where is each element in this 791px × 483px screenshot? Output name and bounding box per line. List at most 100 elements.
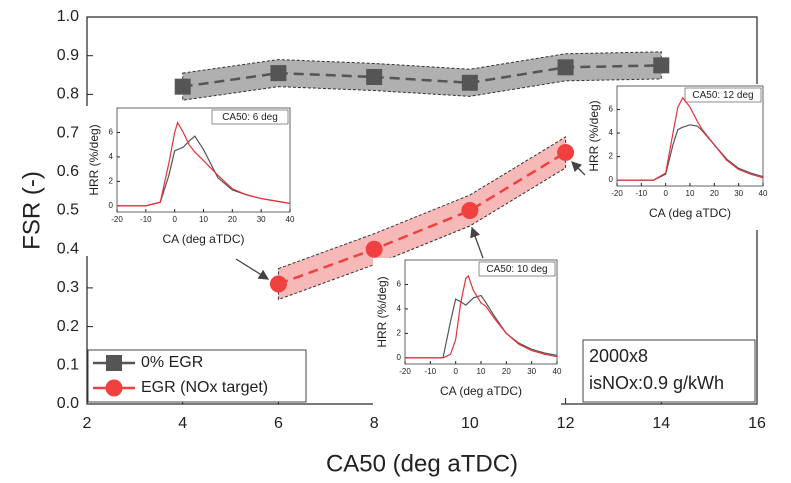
y-tick-label: 0.5 (57, 202, 79, 219)
series-line (405, 294, 558, 359)
annotation-box (582, 339, 756, 403)
y-tick-label: 6 (397, 280, 402, 289)
inset-background (373, 258, 561, 408)
x-tick-label: 4 (178, 415, 187, 432)
x-tick-label: 30 (734, 189, 743, 198)
annotation-text: 2000x8 (589, 346, 648, 366)
x-tick-label: 8 (370, 415, 379, 432)
inset-title-box (478, 261, 556, 277)
x-tick-label: 10 (477, 367, 486, 376)
y-tick-label: 0.9 (57, 47, 79, 64)
x-tick-label: 40 (286, 215, 295, 224)
x-axis-label: CA50 (deg aTDC) (326, 450, 518, 477)
annotation: 2000x8 isNOx:0.9 g/kWh (582, 339, 756, 403)
inset-title: CA50: 6 deg (222, 112, 278, 123)
x-tick-label: 0 (453, 367, 458, 376)
x-tick-label: 6 (274, 415, 283, 432)
x-tick-label: 30 (527, 367, 536, 376)
x-tick-label: 20 (502, 367, 511, 376)
x-tick-label: 10 (461, 415, 479, 432)
x-tick-label: 10 (199, 215, 208, 224)
x-tick-label: 40 (759, 189, 768, 198)
point (557, 59, 574, 76)
y-tick-label: 0.0 (57, 395, 79, 412)
legend-marker (106, 355, 122, 371)
legend-box (87, 349, 307, 403)
y-tick-label: 0.1 (57, 357, 79, 374)
y-tick-label: 2 (109, 177, 114, 186)
inset-title: CA50: 12 deg (692, 90, 753, 101)
inset-title: CA50: 10 deg (486, 264, 547, 275)
x-tick-label: -20 (399, 367, 411, 376)
series-line (278, 151, 567, 286)
y-tick-label: 0.4 (57, 240, 79, 257)
x-tick-label: -10 (636, 189, 648, 198)
x-axis-label: CA (deg aTDC) (440, 384, 522, 398)
inset-title-box (684, 87, 762, 103)
arrow (571, 161, 586, 176)
y-tick-label: 4 (109, 152, 114, 161)
point (366, 68, 383, 85)
x-tick-label: 0 (663, 189, 668, 198)
arrow (235, 258, 270, 280)
arrow (470, 226, 484, 259)
x-axis-label: CA (deg aTDC) (649, 206, 731, 220)
series-line (182, 64, 662, 88)
legend: 0% EGR EGR (NOx target) (87, 349, 307, 403)
point (461, 202, 479, 219)
x-tick-label: 30 (257, 215, 266, 224)
y-tick-label: 0.8 (57, 86, 79, 103)
x-tick-label: 16 (748, 415, 766, 432)
y-tick-label: 0.6 (57, 163, 79, 180)
legend-label: 0% EGR (141, 354, 203, 371)
point (653, 57, 670, 74)
y-tick-label: 6 (109, 128, 114, 137)
series-line (117, 121, 291, 207)
y-tick-label: 1.0 (57, 8, 79, 25)
y-tick-label: 2 (397, 329, 402, 338)
annotation-text: isNOx:0.9 g/kWh (589, 373, 724, 393)
point (270, 65, 287, 82)
y-axis-label: HRR (%/deg) (587, 100, 601, 171)
x-tick-label: 14 (652, 415, 670, 432)
series-line (617, 96, 764, 181)
point (174, 78, 191, 95)
legend-label: EGR (NOx target) (141, 379, 268, 396)
inset-background (585, 84, 767, 230)
x-tick-label: -10 (425, 367, 437, 376)
x-tick-label: 20 (710, 189, 719, 198)
y-tick-label: 4 (397, 304, 402, 313)
y-tick-label: 0.3 (57, 279, 79, 296)
x-tick-label: 20 (228, 215, 237, 224)
y-tick-label: 0 (109, 201, 114, 210)
x-tick-label: 10 (686, 189, 695, 198)
point (365, 240, 383, 258)
y-tick-label: 0 (397, 353, 402, 362)
y-tick-label: 4 (609, 128, 614, 137)
legend-marker (105, 379, 123, 397)
point (461, 74, 478, 91)
inset-chart: -20 -10 0 10 20 30 40 0 2 4 6 CA (deg aTDC) HRR (%/d… (85, 106, 295, 256)
main-chart: 2 4 6 8 10 12 14 16 0.0 0.1 0.2 0.3 0.4 0.5 0.6 0.7 0.8 0… (18, 8, 766, 477)
x-tick-label: 40 (553, 367, 562, 376)
y-tick-label: 0.2 (57, 318, 79, 335)
x-tick-label: 12 (557, 415, 575, 432)
error-band (182, 51, 662, 101)
error-band (277, 136, 567, 301)
y-tick-label: 0 (609, 175, 614, 184)
y-tick-label: 6 (609, 105, 614, 114)
x-tick-label: 2 (83, 415, 92, 432)
y-axis-label: HRR (%/deg) (87, 124, 101, 195)
inset-chart: -20 -10 0 10 20 30 40 0 2 4 6 CA (deg aTDC) HRR (%/d… (373, 258, 562, 408)
x-tick-label: -10 (140, 215, 152, 224)
point (557, 143, 575, 161)
series-line (405, 274, 558, 359)
y-axis-label: FSR (-) (18, 171, 45, 250)
y-tick-label: 0.7 (57, 124, 79, 141)
x-axis-label: CA (deg aTDC) (162, 232, 244, 246)
x-tick-label: -20 (111, 215, 123, 224)
point (269, 275, 287, 293)
x-tick-label: -20 (611, 189, 623, 198)
y-tick-label: 2 (609, 152, 614, 161)
y-axis-label: HRR (%/deg) (375, 276, 389, 347)
